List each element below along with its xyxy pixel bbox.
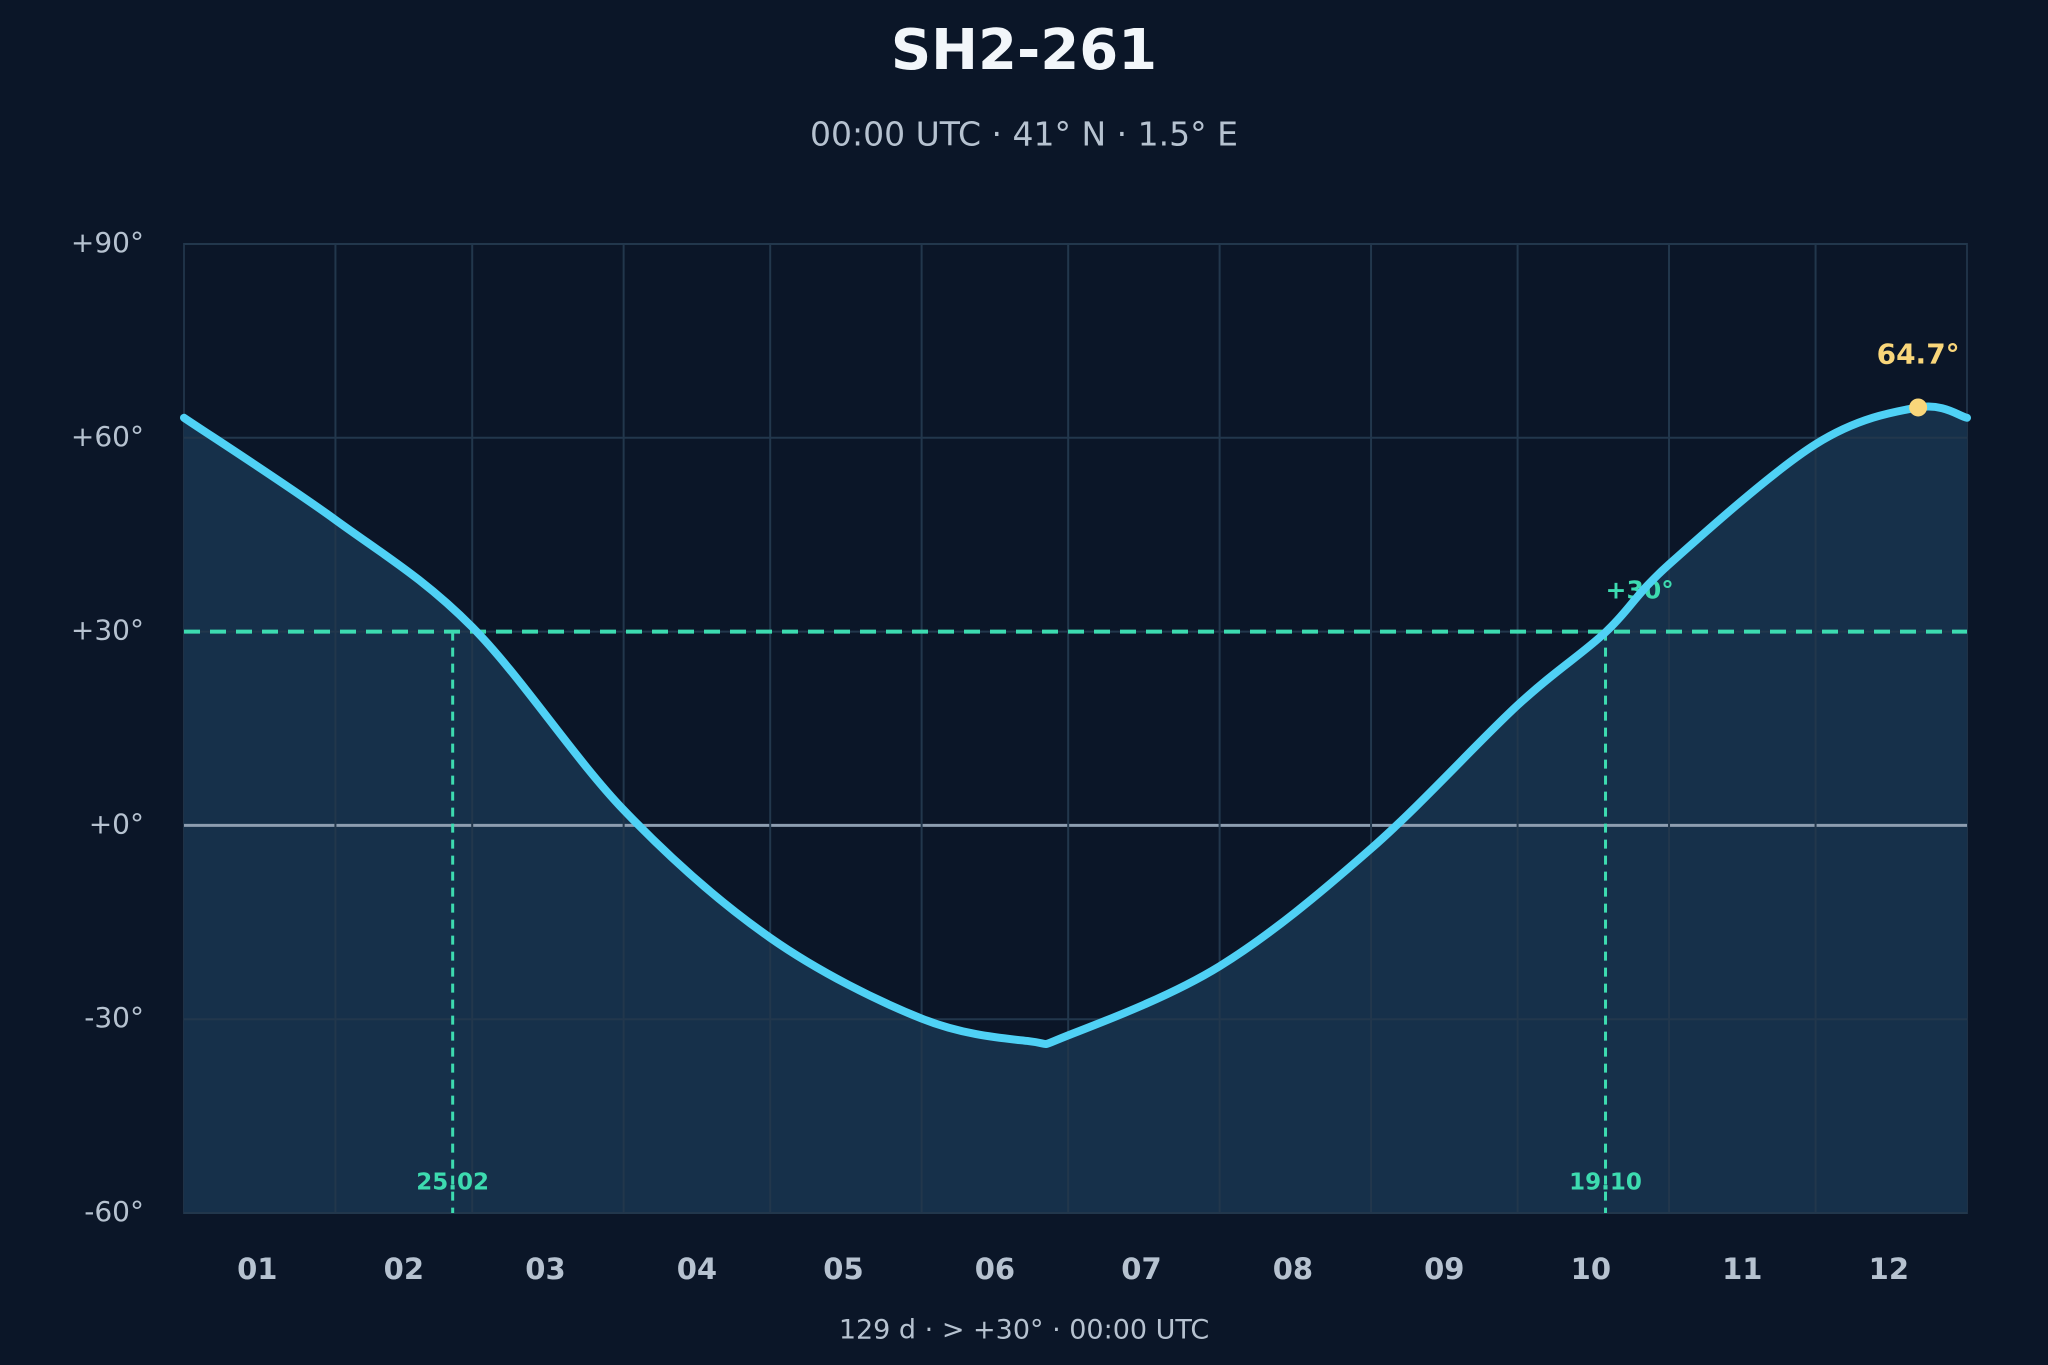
x-tick-label: 05: [823, 1252, 863, 1286]
chart-subtitle: 00:00 UTC · 41° N · 1.5° E: [810, 115, 1238, 154]
crossing-label: 25.02: [416, 1170, 489, 1196]
x-tick-label: 10: [1571, 1252, 1611, 1286]
area: [184, 406, 1967, 1214]
x-tick-label: 06: [975, 1252, 1015, 1286]
x-tick-label: 02: [384, 1252, 424, 1286]
x-tick-label: 04: [677, 1252, 717, 1286]
crossing-label: 19.10: [1569, 1170, 1642, 1196]
x-tick-label: 03: [525, 1252, 565, 1286]
x-tick-label: 07: [1121, 1252, 1161, 1286]
x-tick-label: 01: [237, 1252, 277, 1286]
y-tick-label: +0°: [89, 807, 144, 840]
x-tick-label: 11: [1722, 1252, 1762, 1286]
x-tick-label: 12: [1869, 1252, 1909, 1286]
y-tick-label: -30°: [84, 1001, 144, 1034]
peak-label: 64.7°: [1877, 337, 1960, 370]
x-tick-label: 09: [1424, 1252, 1464, 1286]
y-tick-label: +30°: [71, 614, 144, 647]
line: [180, 402, 1971, 1048]
peak-marker: [1909, 398, 1928, 417]
x-tick-label: 08: [1273, 1252, 1313, 1286]
y-tick-label: +60°: [71, 420, 144, 453]
footer: 129 d · > +30° · 00:00 UTC: [839, 1315, 1209, 1346]
y-tick-label: +90°: [71, 226, 144, 259]
y-tick-label: -60°: [84, 1195, 144, 1228]
chart-title: SH2-261: [891, 18, 1157, 83]
